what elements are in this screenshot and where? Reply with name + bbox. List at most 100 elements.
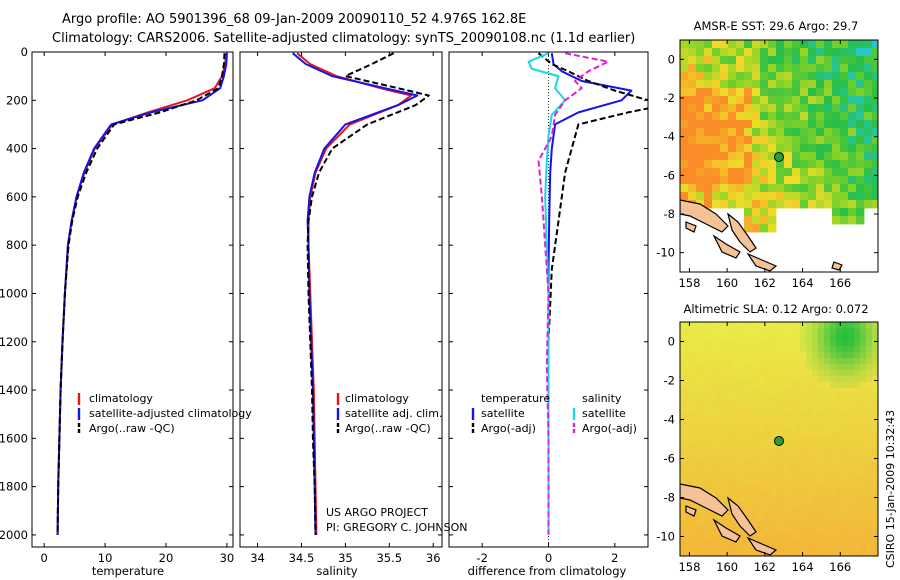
map-cell <box>848 208 857 217</box>
map-cell <box>716 382 723 389</box>
map-cell <box>680 96 689 105</box>
map-cell <box>794 370 801 377</box>
map-cell <box>860 406 867 413</box>
map-cell <box>710 544 717 551</box>
map-cell <box>710 418 717 425</box>
sla-map-cells <box>680 322 878 556</box>
x-tick-label: 20 <box>159 551 174 565</box>
map-cell <box>782 538 789 545</box>
map-cell <box>816 168 825 177</box>
map-cell <box>816 176 825 185</box>
map-cell <box>770 430 777 437</box>
map-cell <box>806 328 813 335</box>
map-cell <box>854 448 861 455</box>
map-cell <box>704 152 713 161</box>
map-cell <box>794 490 801 497</box>
map-cell <box>830 370 837 377</box>
map-cell <box>872 176 878 185</box>
x-tick-label: 30 <box>220 551 235 565</box>
map-cell <box>806 514 813 521</box>
map-cell <box>728 424 735 431</box>
map-cell <box>848 160 857 169</box>
map-cell <box>764 412 771 419</box>
map-cell <box>776 176 785 185</box>
map-cell <box>800 520 807 527</box>
map-cell <box>788 460 795 467</box>
map-cell <box>818 484 825 491</box>
map-cell <box>872 56 878 65</box>
map-cell <box>734 358 741 365</box>
x-tick-label: 162 <box>754 560 776 574</box>
map-cell <box>698 466 705 473</box>
map-cell <box>860 358 867 365</box>
map-cell <box>782 514 789 521</box>
map-cell <box>746 382 753 389</box>
map-cell <box>800 184 809 193</box>
map-cell <box>752 128 761 137</box>
map-cell <box>728 328 735 335</box>
map-cell <box>704 400 711 407</box>
map-cell <box>758 370 765 377</box>
map-cell <box>824 520 831 527</box>
map-cell <box>816 200 825 209</box>
map-cell <box>856 160 865 169</box>
map-cell <box>776 376 783 383</box>
map-cell <box>776 160 785 169</box>
map-cell <box>746 436 753 443</box>
map-cell <box>704 364 711 371</box>
series-line-satellite-adj-clim <box>292 52 419 535</box>
temperature-legend: climatology satellite-adjusted climatolo… <box>77 392 252 435</box>
map-cell <box>716 406 723 413</box>
map-cell <box>740 388 747 395</box>
map-cell <box>872 340 878 347</box>
map-cell <box>782 466 789 473</box>
map-cell <box>768 128 777 137</box>
map-cell <box>818 478 825 485</box>
map-cell <box>842 538 849 545</box>
map-cell <box>688 96 697 105</box>
map-cell <box>782 454 789 461</box>
map-cell <box>840 176 849 185</box>
map-cell <box>840 104 849 113</box>
map-cell <box>864 152 873 161</box>
map-cell <box>816 144 825 153</box>
map-cell <box>704 80 713 89</box>
map-cell <box>806 472 813 479</box>
map-cell <box>872 328 878 335</box>
map-cell <box>760 72 769 81</box>
map-cell <box>704 352 711 359</box>
map-cell <box>788 340 795 347</box>
map-cell <box>680 136 689 145</box>
map-cell <box>872 64 878 73</box>
map-cell <box>746 394 753 401</box>
map-cell <box>770 466 777 473</box>
map-cell <box>770 412 777 419</box>
map-cell <box>686 436 693 443</box>
map-cell <box>860 454 867 461</box>
map-cell <box>722 352 729 359</box>
map-cell <box>812 538 819 545</box>
map-cell <box>752 72 761 81</box>
map-cell <box>740 472 747 479</box>
map-cell <box>680 112 689 121</box>
map-cell <box>812 418 819 425</box>
map-cell <box>758 400 765 407</box>
map-cell <box>692 334 699 341</box>
map-cell <box>736 160 745 169</box>
map-cell <box>692 322 699 329</box>
map-cell <box>760 56 769 65</box>
map-cell <box>740 460 747 467</box>
map-cell <box>860 472 867 479</box>
map-cell <box>680 472 687 479</box>
map-cell <box>812 346 819 353</box>
map-cell <box>704 520 711 527</box>
map-cell <box>788 514 795 521</box>
map-cell <box>866 436 873 443</box>
island <box>726 212 757 253</box>
map-cell <box>812 436 819 443</box>
map-cell <box>788 520 795 527</box>
map-cell <box>704 176 713 185</box>
map-cell <box>812 388 819 395</box>
map-cell <box>776 144 785 153</box>
map-cell <box>818 400 825 407</box>
